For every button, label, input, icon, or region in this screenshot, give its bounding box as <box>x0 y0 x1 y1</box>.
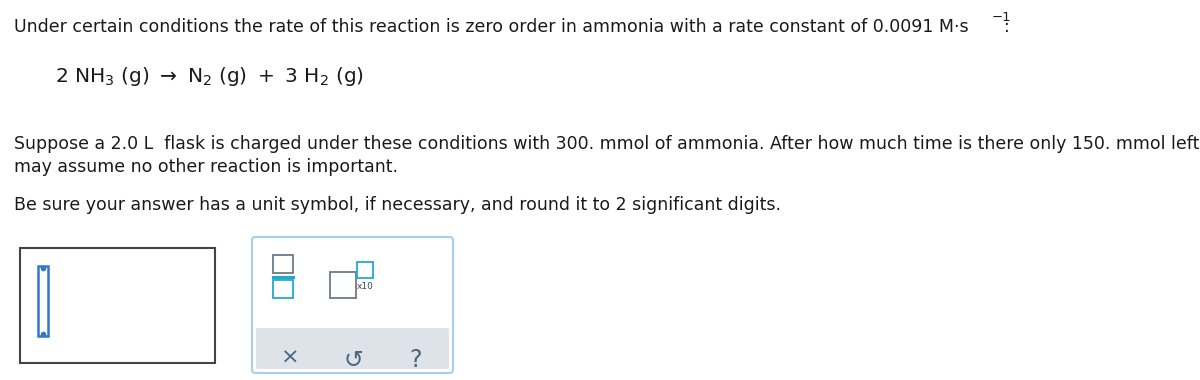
Text: may assume no other reaction is important.: may assume no other reaction is importan… <box>14 158 398 176</box>
Text: Suppose a 2.0 L  flask is charged under these conditions with 300. mmol of ammon: Suppose a 2.0 L flask is charged under t… <box>14 135 1200 153</box>
Text: −1: −1 <box>992 11 1012 24</box>
FancyBboxPatch shape <box>252 237 454 373</box>
Text: ×: × <box>281 348 299 368</box>
Bar <box>274 255 293 273</box>
Text: Under certain conditions the rate of this reaction is zero order in ammonia with: Under certain conditions the rate of thi… <box>14 18 968 36</box>
Text: ?: ? <box>409 348 422 372</box>
Bar <box>330 272 356 298</box>
Text: ↺: ↺ <box>343 348 362 372</box>
FancyBboxPatch shape <box>256 328 449 369</box>
Text: $\mathregular{2\ NH_3\ (g)\ \rightarrow\ N_2\ (g)\ +\ 3\ H_2\ (g)}$: $\mathregular{2\ NH_3\ (g)\ \rightarrow\… <box>55 65 364 88</box>
Bar <box>358 262 373 278</box>
Text: :: : <box>1004 18 1009 36</box>
Bar <box>38 266 48 336</box>
Text: x10: x10 <box>358 282 374 291</box>
Text: Be sure your answer has a unit symbol, if necessary, and round it to 2 significa: Be sure your answer has a unit symbol, i… <box>14 196 781 214</box>
Bar <box>274 280 293 298</box>
Bar <box>20 248 215 363</box>
